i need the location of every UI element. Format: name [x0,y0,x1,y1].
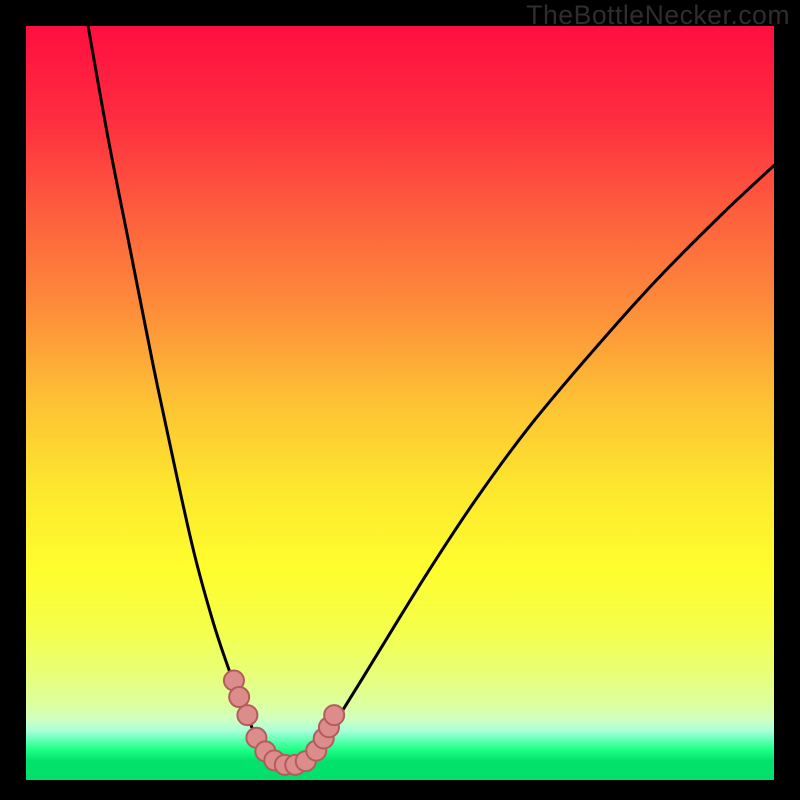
watermark-text: TheBottleNecker.com [526,0,790,31]
highlight-dot [324,705,344,725]
highlight-dot [229,687,249,707]
chart-stage: TheBottleNecker.com [0,0,800,800]
highlight-dot [237,705,257,725]
plot-area [26,26,774,780]
plot-svg [26,26,774,780]
gradient-background [26,26,774,780]
